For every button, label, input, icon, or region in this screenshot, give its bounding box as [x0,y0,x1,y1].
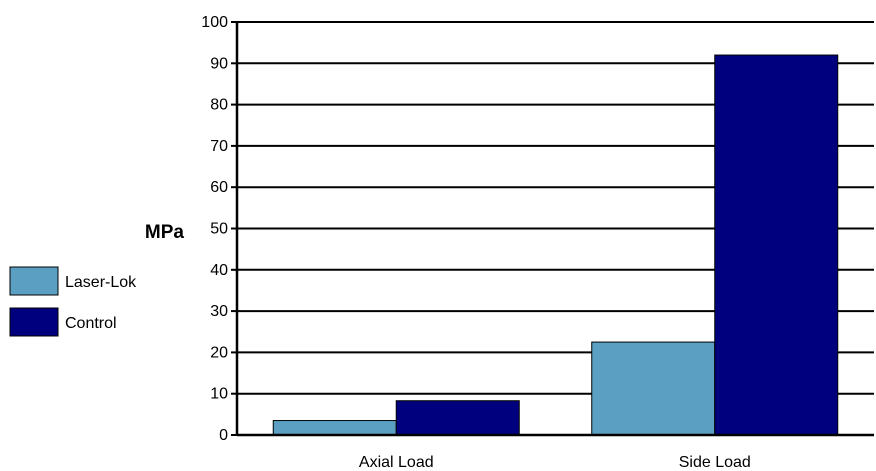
y-tick-label: 30 [210,303,228,320]
legend: Laser-Lok Control [9,266,137,337]
y-tick-label: 40 [210,262,228,279]
y-tick-label: 50 [210,221,228,238]
y-axis-label: MPa [145,222,185,243]
y-tick-label: 100 [201,14,228,31]
bar [395,400,520,436]
legend-label: Laser-Lok [65,274,137,291]
y-tick-label: 0 [219,427,228,444]
y-tick-label: 70 [210,138,228,155]
y-tick-label: 20 [210,344,228,361]
x-category-label: Side Load [679,454,751,471]
gridlines [237,21,874,395]
y-tick-label: 60 [210,179,228,196]
x-category-label: Axial Load [359,454,434,471]
bars [272,54,839,436]
bar [272,420,397,436]
bar [714,54,839,436]
y-tick-label: 10 [210,386,228,403]
y-tick-labels: 0 10 20 30 40 50 60 70 80 90 100 [201,14,228,444]
legend-swatch [9,266,59,296]
y-tick-label: 80 [210,97,228,114]
legend-swatch [9,307,59,337]
axes [231,21,874,437]
legend-label: Control [65,315,117,332]
bar [591,341,716,436]
x-category-labels: Axial Load Side Load [359,454,751,471]
y-tick-label: 90 [210,55,228,72]
